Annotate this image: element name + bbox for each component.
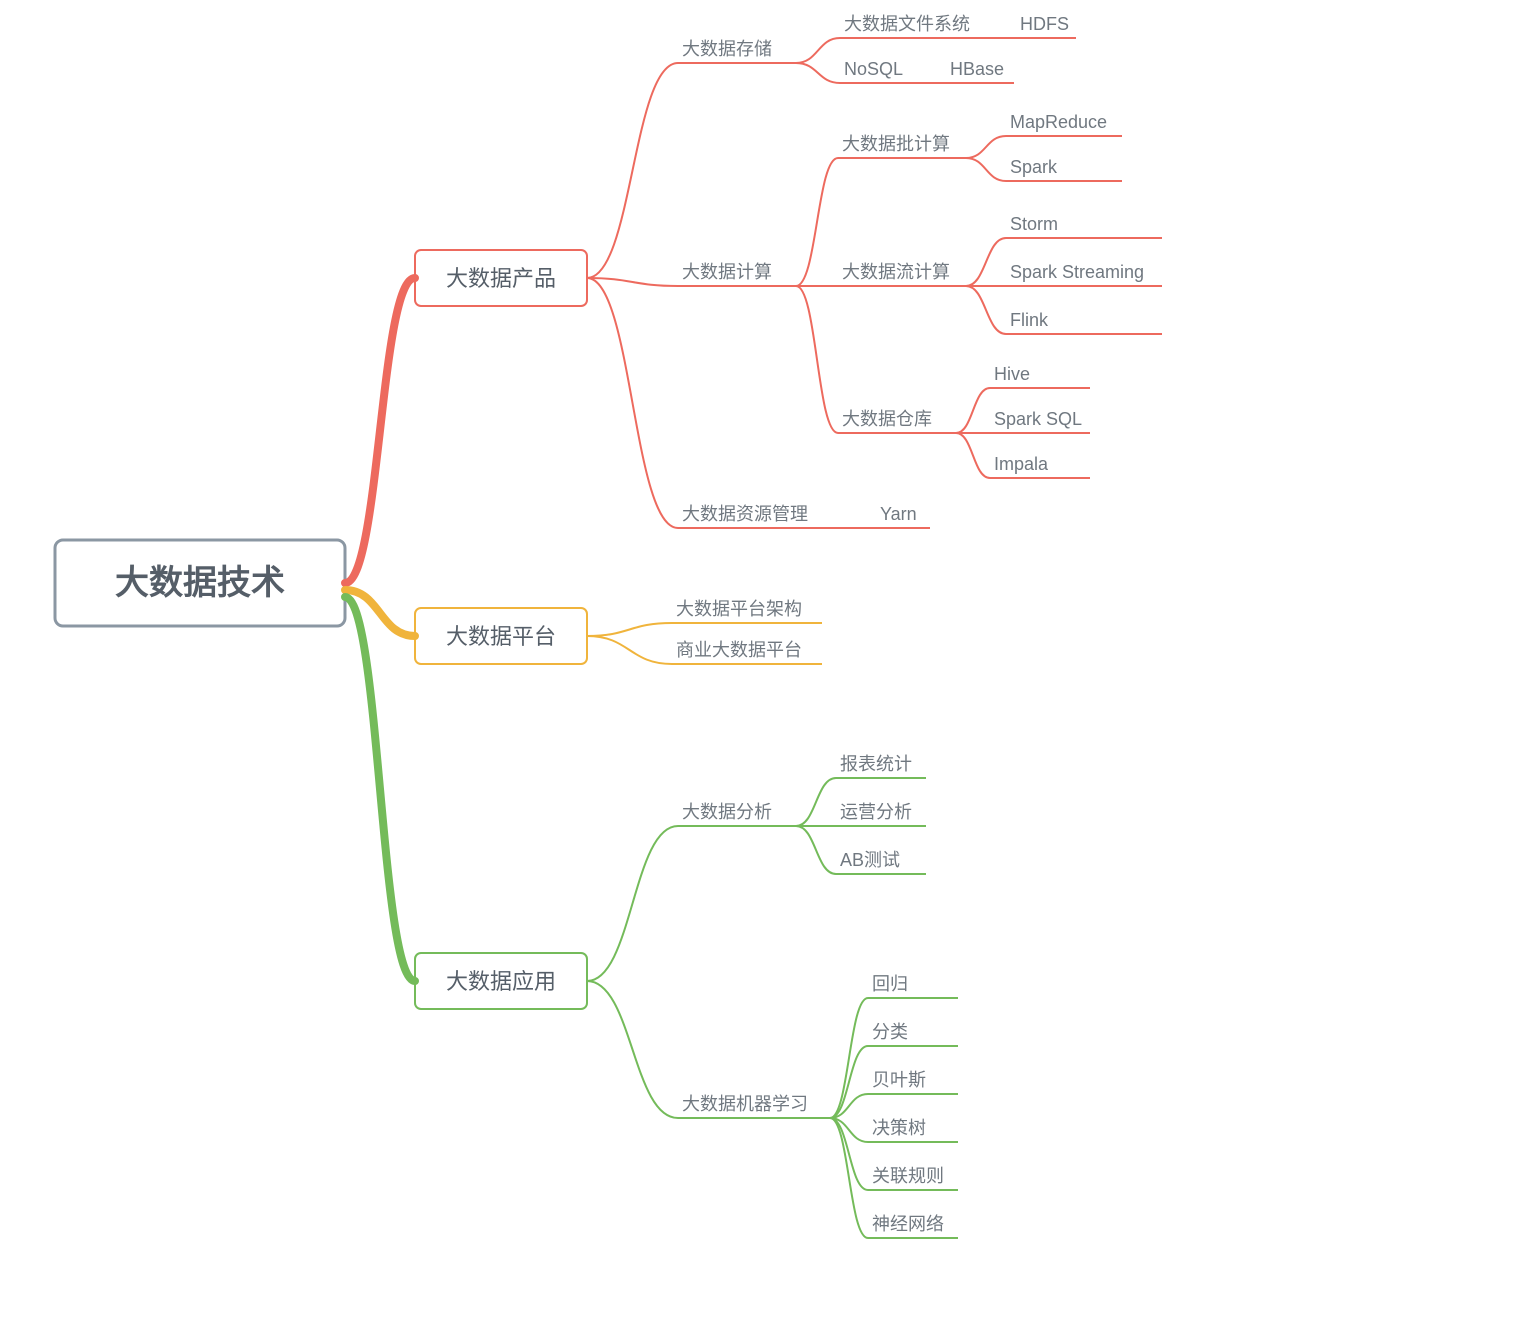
leaf-label: MapReduce — [1010, 112, 1107, 132]
connector — [587, 278, 678, 286]
leaf-label: Spark SQL — [994, 409, 1082, 429]
connector — [966, 286, 1006, 334]
branch-label: 大数据平台 — [446, 624, 556, 649]
leaf-label: 大数据平台架构 — [676, 599, 802, 619]
leaf-label: 商业大数据平台 — [676, 640, 802, 660]
branch-label: 大数据应用 — [446, 969, 556, 994]
leaf-label: Flink — [1010, 310, 1049, 330]
branch-label: 大数据产品 — [446, 266, 556, 291]
connector — [587, 63, 678, 278]
connector — [796, 778, 836, 826]
connector — [956, 388, 990, 433]
leaf-label: 大数据流计算 — [842, 262, 950, 282]
connector — [796, 826, 836, 874]
leaf-label: 大数据仓库 — [842, 409, 932, 429]
leaf-label: HBase — [950, 59, 1004, 79]
connector — [796, 63, 840, 83]
leaf-label: Impala — [994, 454, 1049, 474]
connector — [587, 623, 672, 636]
mindmap-canvas: 大数据技术 大数据产品 大数据存储 大数据文件系统 HDFS NoSQL HBase 大数据计… — [0, 0, 1526, 1328]
leaf-label: 大数据计算 — [682, 262, 772, 282]
leaf-label: Hive — [994, 364, 1030, 384]
leaf-label: 大数据文件系统 — [844, 14, 970, 34]
leaf-label: 报表统计 — [840, 754, 912, 774]
leaf-label: HDFS — [1020, 14, 1069, 34]
connector — [956, 433, 990, 478]
connector — [796, 286, 838, 433]
root-branch-connector — [345, 278, 415, 583]
leaf-label: 神经网络 — [872, 1214, 944, 1234]
connector — [587, 278, 678, 528]
leaf-label: 分类 — [872, 1022, 908, 1042]
connector — [830, 1118, 868, 1238]
leaf-label: 贝叶斯 — [872, 1070, 926, 1090]
root-branch-connector — [345, 597, 415, 981]
connector — [966, 158, 1006, 181]
leaf-label: 大数据批计算 — [842, 134, 950, 154]
connector — [966, 238, 1006, 286]
leaf-label: NoSQL — [844, 59, 903, 79]
leaf-label: Yarn — [880, 504, 917, 524]
leaf-label: Spark Streaming — [1010, 262, 1144, 282]
leaf-label: 关联规则 — [872, 1166, 944, 1186]
connector — [587, 981, 678, 1118]
connector — [587, 826, 678, 981]
leaf-label: 决策树 — [872, 1118, 926, 1138]
leaf-label: 大数据资源管理 — [682, 504, 808, 524]
connector — [796, 38, 840, 63]
leaf-label: 回归 — [872, 974, 908, 994]
connector — [587, 636, 672, 664]
leaf-label: 运营分析 — [840, 802, 912, 822]
leaf-label: Spark — [1010, 157, 1058, 177]
root-label: 大数据技术 — [115, 564, 285, 602]
leaf-label: Storm — [1010, 214, 1058, 234]
leaf-label: 大数据机器学习 — [682, 1094, 808, 1114]
leaf-label: 大数据分析 — [682, 802, 772, 822]
connector — [966, 136, 1006, 158]
connector — [796, 158, 838, 286]
connector — [830, 998, 868, 1118]
leaf-label: AB测试 — [840, 850, 900, 870]
leaf-label: 大数据存储 — [682, 39, 772, 59]
